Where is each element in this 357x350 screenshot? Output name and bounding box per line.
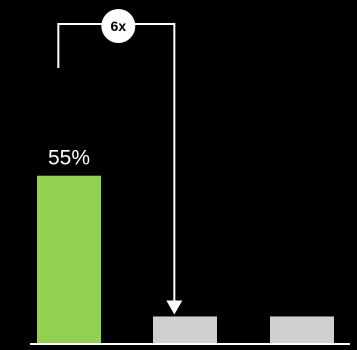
bar-2	[153, 316, 217, 344]
bar-1	[37, 175, 101, 344]
bars-group	[37, 175, 334, 344]
callout-arrowhead	[166, 300, 183, 315]
multiplier-callout: 6x	[57, 9, 183, 315]
data-label-bar-1: 55%	[48, 147, 90, 170]
multiplier-badge-label: 6x	[111, 18, 127, 34]
bar-3	[270, 316, 334, 344]
multiplier-badge	[101, 9, 136, 43]
